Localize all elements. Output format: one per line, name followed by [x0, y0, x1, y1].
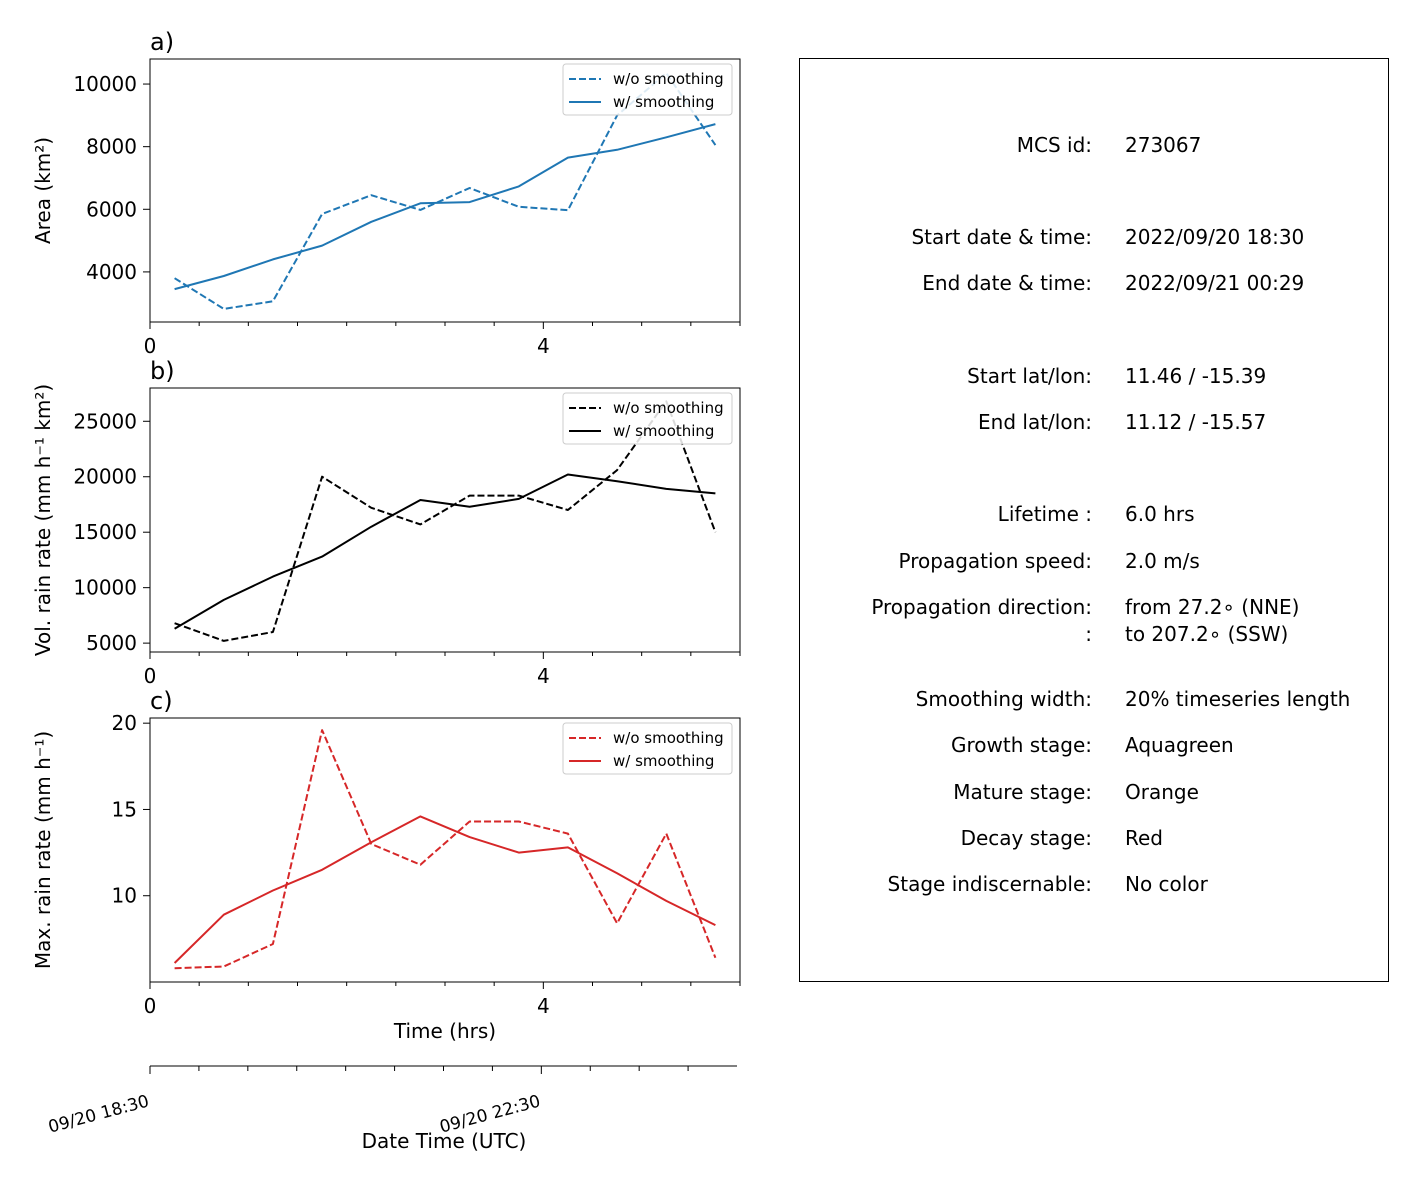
y-tick-label: 8000 [86, 135, 137, 159]
y-tick-label: 10000 [73, 72, 137, 96]
info-label: Decay stage: [960, 826, 1092, 850]
y-axis-label: Vol. rain rate (mm h⁻¹ km²) [31, 384, 55, 656]
series-line-with-smoothing [174, 123, 716, 291]
chart-panel-3: c) 0 4 10 15 20 Max. rain rate (mm h⁻¹) Time (h… [31, 687, 741, 1043]
panel-label: a) [150, 28, 174, 56]
info-label: : [1085, 622, 1092, 646]
info-label: Stage indiscernable: [887, 872, 1092, 896]
y-tick-label: 20 [112, 711, 137, 735]
legend: w/o smoothing w/ smoothing [562, 722, 733, 775]
x-tick-label: 4 [537, 664, 550, 688]
y-tick-label: 4000 [86, 260, 137, 284]
legend: w/o smoothing w/ smoothing [562, 63, 733, 116]
legend-entry: w/o smoothing [613, 729, 724, 747]
legend: w/o smoothing w/ smoothing [562, 392, 733, 445]
legend-box [562, 63, 733, 116]
legend-entry: w/ smoothing [613, 422, 714, 440]
series-line-with-smoothing [173, 815, 716, 964]
info-value: 11.46 / -15.39 [1125, 364, 1267, 388]
x-tick-label: 4 [537, 334, 550, 358]
mcs-info-panel: MCS id: 273067 Start date & time: 2022/0… [799, 58, 1389, 982]
y-tick-label: 6000 [86, 197, 137, 221]
panel-label: c) [150, 687, 173, 715]
info-value: No color [1125, 872, 1208, 896]
x-tick-label: 0 [144, 664, 157, 688]
info-value: 20% timeseries length [1125, 687, 1351, 711]
info-label: Mature stage: [953, 780, 1092, 804]
y-tick-label: 10 [112, 884, 137, 908]
chart-panel-2: b) 0 4 5000 10000 15000 20000 25000 Vol. rain ra… [31, 357, 741, 688]
x-tick-label: 0 [144, 994, 157, 1018]
info-label: MCS id: [1016, 133, 1092, 157]
info-value: Red [1125, 826, 1163, 850]
y-tick-label: 5000 [86, 631, 137, 655]
x-tick-label: 4 [537, 994, 550, 1018]
datetime-axis-label: Date Time (UTC) [362, 1129, 527, 1153]
info-label: Smoothing width: [915, 687, 1092, 711]
info-value: 273067 [1125, 133, 1202, 157]
info-value: from 27.2∘ (NNE) [1125, 595, 1300, 619]
y-tick-label: 10000 [73, 576, 137, 600]
y-tick-label: 15000 [73, 520, 137, 544]
info-label: End lat/lon: [978, 410, 1092, 434]
x-tick-label: 0 [144, 334, 157, 358]
legend-entry: w/o smoothing [613, 70, 724, 88]
info-value: Orange [1125, 780, 1199, 804]
info-label: Growth stage: [950, 733, 1092, 757]
y-axis-label: Area (km²) [31, 137, 55, 244]
info-value: to 207.2∘ (SSW) [1125, 622, 1289, 646]
datetime-tick-label: 09/20 18:30 [46, 1092, 151, 1138]
y-tick-label: 15 [112, 797, 137, 821]
info-label: End date & time: [922, 271, 1092, 295]
info-value: 11.12 / -15.57 [1125, 410, 1267, 434]
info-value: 2022/09/21 00:29 [1125, 271, 1305, 295]
info-label: Lifetime : [997, 502, 1092, 526]
info-value: 2.0 m/s [1125, 549, 1200, 573]
x-axis-label: Time (hrs) [393, 1019, 496, 1043]
y-axis-label: Max. rain rate (mm h⁻¹) [31, 731, 55, 969]
chart-panel-1: a) 0 4 4000 6000 8000 10000 Area (km²) w/o smoot… [31, 28, 741, 358]
legend-entry: w/o smoothing [613, 399, 724, 417]
series-line-without-smoothing [174, 729, 717, 970]
legend-box [562, 722, 733, 775]
y-tick-label: 25000 [73, 409, 137, 433]
info-label: Propagation direction: [871, 595, 1092, 619]
series-line-without-smoothing [174, 400, 717, 642]
panel-label: b) [150, 357, 175, 385]
legend-box [562, 392, 733, 445]
legend-entry: w/ smoothing [613, 93, 714, 111]
series-line-with-smoothing [174, 473, 716, 630]
info-label: Propagation speed: [898, 549, 1092, 573]
info-value: 2022/09/20 18:30 [1125, 225, 1305, 249]
legend-entry: w/ smoothing [613, 752, 714, 770]
info-label: Start date & time: [911, 225, 1092, 249]
info-value: 6.0 hrs [1125, 502, 1195, 526]
info-label: Start lat/lon: [967, 364, 1092, 388]
info-value: Aquagreen [1125, 733, 1234, 757]
y-tick-label: 20000 [73, 465, 137, 489]
